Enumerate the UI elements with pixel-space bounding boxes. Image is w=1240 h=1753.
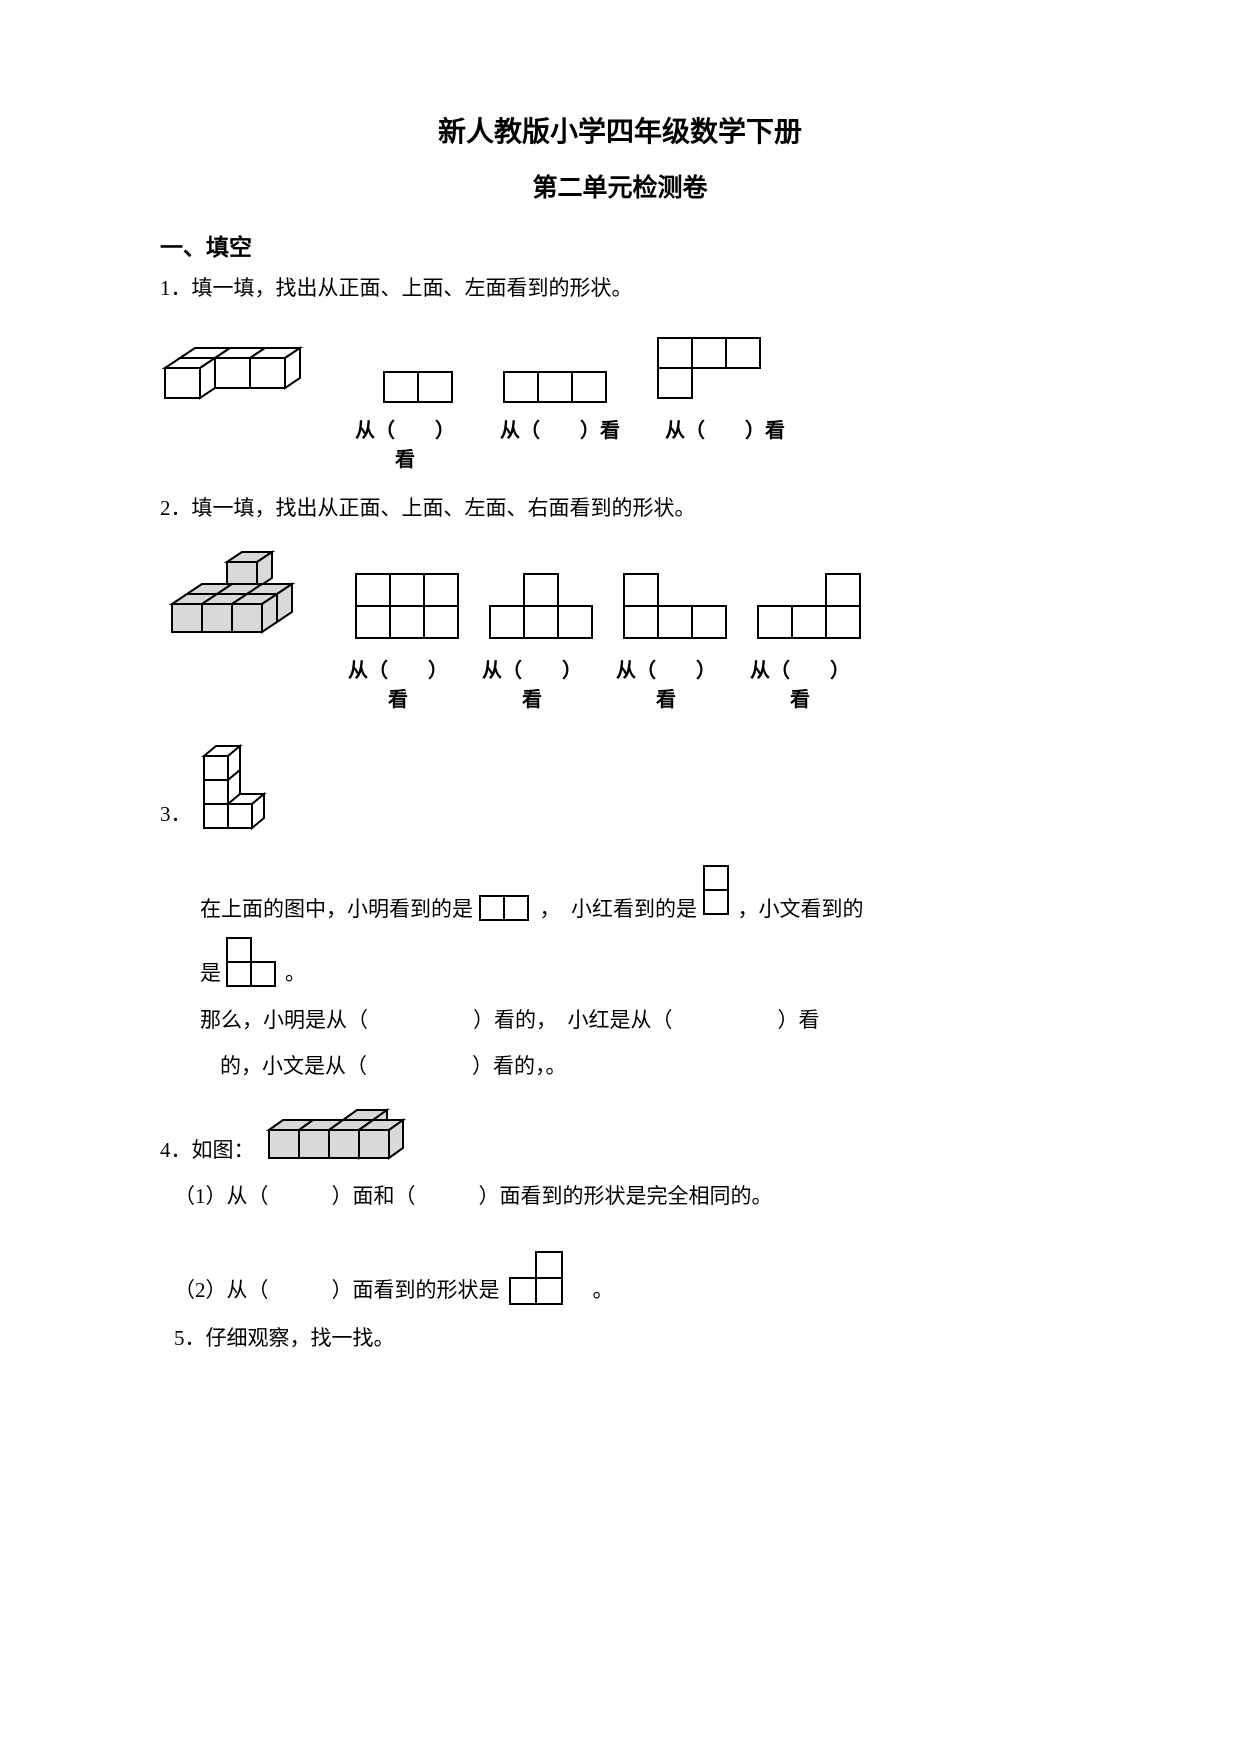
q4-p1: （1）从（ ）面和（ ）面看到的形状是完全相同的。 [160,1178,1080,1216]
q1-c3: 从（ ）看 [660,414,790,472]
q1-opt-2 [380,362,460,408]
q2-c4: 从（ ）看 [744,654,856,712]
doc-subtitle: 第二单元检测卷 [160,168,1080,204]
q3-shape-wen [225,936,281,992]
q2-solid [160,538,330,648]
q2-figures [160,538,1080,648]
q2-c1: 从（ ）看 [342,654,454,712]
q1-solid [160,318,340,408]
q4-p2b: 。 [572,1272,614,1310]
q3-ask1: 那么，小明是从（ ）看的， 小红是从（ ）看 [160,1002,1080,1040]
q2-captions: 从（ ）看 从（ ）看 从（ ）看 从（ ）看 [160,654,1080,712]
q2-opt-a [352,568,464,648]
q3-b2b: 。 [285,955,306,993]
q1-figures [160,318,1080,408]
q5: 5．仔细观察，找一找。 [160,1320,1080,1358]
q3-body1: 在上面的图中，小明看到的是 ， 小红看到的是 ，小文看到的 [160,864,1080,929]
q1-c2: 从（ ）看 [500,414,620,472]
q3-b1a: 在上面的图中，小明看到的是 [200,897,473,921]
q4-solid [263,1106,433,1170]
q3-num: 3． [160,796,192,834]
q4-prompt: 4．如图： [160,1132,255,1170]
q3-solid [198,738,270,834]
q1-c1: 从（ ）看 [350,414,460,472]
q1-captions: 从（ ）看 从（ ）看 从（ ）看 [160,414,1080,472]
q3-ask2: 的，小文是从（ ）看的，。 [180,1048,1080,1086]
q4-shape [506,1250,566,1310]
q2-opt-b [486,568,598,648]
q3-shape-hong [702,864,732,920]
q3-body2: 是 。 [160,936,1080,992]
q3-b1b: ， 小红看到的是 [540,897,698,921]
q3-b1c: ，小文看到的 [738,897,864,921]
q3-shape-ming [478,894,534,924]
doc-title: 新人教版小学四年级数学下册 [160,110,1080,150]
q4-prompt-row: 4．如图： [160,1106,1080,1170]
q2-opt-d [754,568,866,648]
q2-c2: 从（ ）看 [476,654,588,712]
q3-row: 3． [160,738,1080,834]
q4-p2-row: （2）从（ ）面看到的形状是 。 [160,1250,1080,1310]
q2-prompt: 2．填一填，找出从正面、上面、左面、右面看到的形状。 [160,490,1080,528]
q4-p2a: （2）从（ ）面看到的形状是 [174,1272,500,1310]
q1-opt-3 [500,362,614,408]
q1-prompt: 1．填一填，找出从正面、上面、左面看到的形状。 [160,270,1080,308]
q2-c3: 从（ ）看 [610,654,722,712]
section-1-heading: 一、填空 [160,228,1080,262]
q1-opt-L [654,332,768,408]
q2-opt-c [620,568,732,648]
q3-b2a: 是 [200,955,221,993]
